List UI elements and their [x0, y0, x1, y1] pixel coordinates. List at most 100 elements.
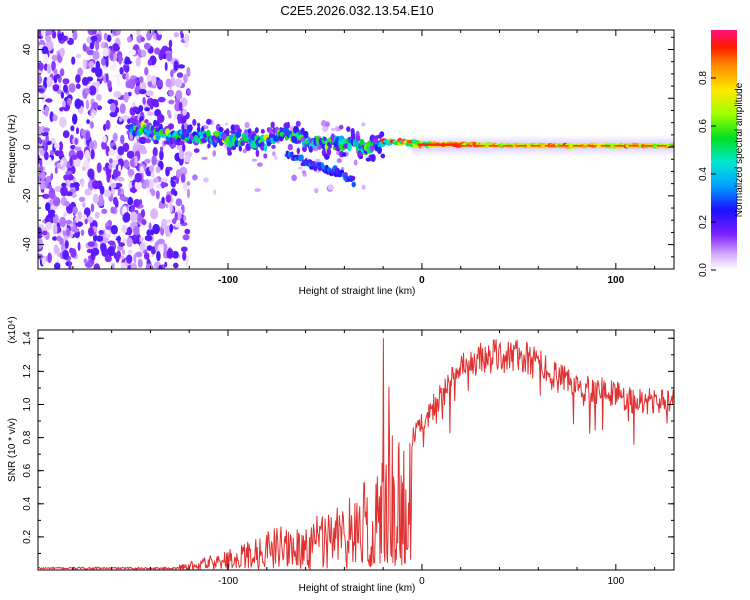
heat-blob: [151, 75, 157, 86]
heat-blob: [52, 114, 58, 122]
heat-blob: [90, 203, 95, 213]
heat-blob: [155, 166, 161, 173]
spectrogram-xlabel: Height of straight line (km): [299, 286, 416, 297]
heat-blob: [162, 177, 168, 183]
heat-blob: [172, 250, 179, 259]
heat-blob: [72, 30, 78, 41]
heat-blob: [112, 196, 118, 205]
heat-blob: [101, 208, 108, 214]
heat-blob: [116, 77, 120, 89]
heat-blob: [114, 182, 123, 188]
heat-blob: [257, 162, 263, 167]
heat-blob: [102, 135, 107, 143]
heat-blob: [73, 158, 81, 168]
heat-blob: [126, 254, 133, 264]
heat-fringe: [144, 119, 149, 124]
heat-blob: [138, 76, 144, 83]
heat-blob: [174, 223, 182, 228]
heat-blob: [105, 73, 109, 83]
heat-fringe: [206, 118, 212, 125]
heat-blob: [144, 158, 151, 164]
heat-blob: [56, 247, 61, 257]
heat-blob: [154, 47, 161, 55]
heat-fringe: [188, 124, 193, 132]
heat-blob: [87, 157, 91, 162]
heat-blob: [147, 111, 154, 117]
heat-fringe: [218, 127, 224, 132]
snr-axes: -100 0 100 0.2 0.4 0.6 0.8 1.0 1.2 1.4: [22, 330, 674, 587]
heat-blob: [119, 67, 124, 75]
heat-blob: [112, 145, 117, 151]
heat-blob: [87, 241, 96, 247]
heat-blob: [104, 255, 112, 263]
heat-blob: [113, 73, 121, 79]
heat-blob: [45, 134, 49, 143]
heat-blob: [75, 74, 81, 84]
heat-blob: [153, 177, 159, 183]
heat-blob: [92, 81, 98, 87]
heat-blob: [178, 148, 185, 160]
heat-blob: [128, 78, 136, 90]
y-tick-label: 1.2: [22, 364, 33, 378]
snr-panel: -100 0 100 0.2 0.4 0.6 0.8 1.0 1.2 1.4 Height of …: [7, 316, 675, 594]
heat-blob: [46, 76, 53, 88]
heat-fringe: [326, 148, 332, 157]
heat-blob: [184, 42, 189, 48]
heat-blob: [165, 203, 169, 209]
heat-blob: [186, 181, 191, 186]
heat-blob: [72, 113, 78, 125]
heat-blob: [131, 106, 140, 113]
heat-blob: [180, 246, 188, 252]
heat-fringe: [295, 120, 301, 127]
heat-blob: [86, 119, 90, 125]
heat-fringe: [297, 139, 302, 144]
heat-blob: [108, 158, 113, 164]
heat-blob: [104, 233, 111, 239]
heat-blob: [107, 172, 112, 179]
heat-blob: [77, 67, 83, 77]
heat-blob: [126, 36, 132, 43]
heat-blob: [90, 35, 98, 42]
heat-fringe: [231, 145, 237, 151]
heat-blob: [76, 54, 82, 59]
heat-blob: [90, 148, 95, 160]
heat-blob: [156, 30, 164, 35]
heat-blob: [155, 190, 160, 200]
heat-fringe: [182, 143, 186, 152]
heat-blob: [175, 90, 183, 100]
heat-blob: [59, 216, 67, 228]
heat-blob: [62, 100, 66, 108]
heat-blob: [135, 251, 143, 258]
heat-blob: [59, 47, 65, 57]
heat-blob: [107, 246, 115, 257]
heat-blob: [42, 230, 48, 236]
heat-blob: [68, 260, 72, 269]
heat-blob: [143, 252, 150, 260]
heat-blob: [61, 182, 67, 188]
heat-blob: [140, 209, 146, 218]
heat-blob: [38, 238, 43, 249]
heat-blob: [51, 60, 56, 72]
snr-frame: [37, 329, 675, 571]
heat-branch-cell: [351, 181, 356, 188]
heat-blob: [166, 52, 173, 62]
heat-blob: [52, 236, 58, 241]
heat-blob: [148, 222, 152, 231]
heat-blob: [353, 159, 358, 166]
heat-blob: [131, 186, 137, 194]
heat-blob: [105, 225, 113, 230]
heat-blob: [39, 180, 47, 190]
heat-blob: [75, 215, 80, 223]
heat-blob: [192, 174, 198, 181]
heat-blob: [118, 242, 125, 247]
heat-blob: [87, 168, 95, 179]
x-tick-label: 100: [607, 275, 624, 286]
heat-blob: [121, 249, 126, 255]
heat-fringe: [338, 124, 344, 130]
heat-blob: [127, 91, 132, 97]
heat-blob: [45, 221, 53, 231]
heat-blob: [127, 196, 134, 206]
heat-blob: [146, 74, 152, 82]
heat-blob: [76, 149, 84, 161]
heat-blob: [130, 262, 137, 269]
